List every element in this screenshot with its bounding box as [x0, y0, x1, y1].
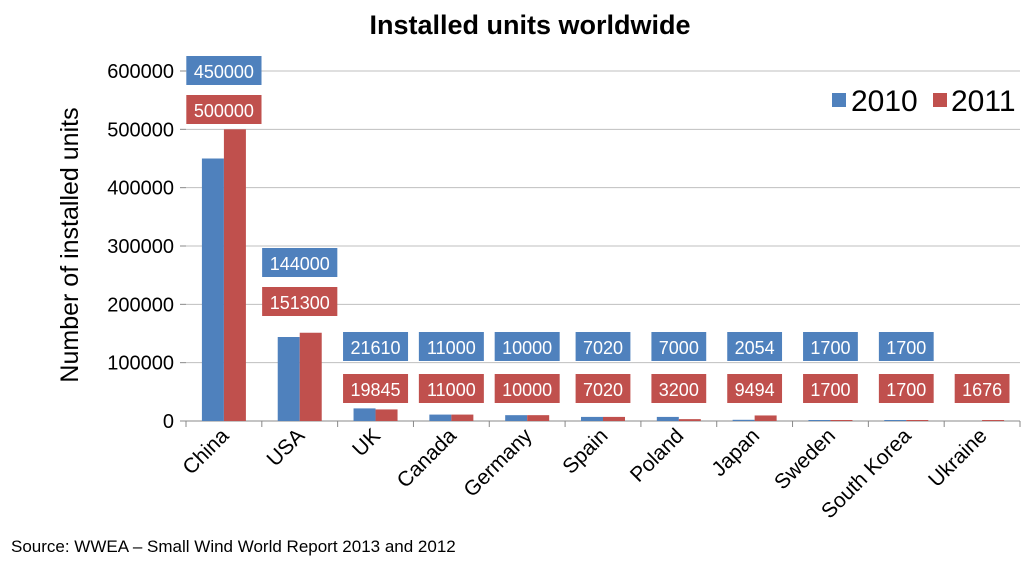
y-tick-label: 400000: [107, 178, 174, 200]
data-label: 144000: [270, 254, 330, 274]
y-axis-label: Number of installed units: [56, 107, 84, 382]
data-label-box: [727, 374, 783, 403]
x-tick-label: China: [178, 424, 233, 479]
data-label-box: [418, 332, 484, 361]
data-label-box: [727, 332, 783, 361]
data-label-box: [803, 374, 858, 403]
y-tick-label: 200000: [107, 294, 174, 316]
bar-2011-spain: [603, 416, 625, 421]
bar-2011-china: [223, 129, 246, 422]
legend-swatch: [832, 93, 846, 107]
data-label: 11000: [427, 380, 476, 400]
data-label: 7020: [583, 380, 623, 400]
bar-2010-germany: [505, 415, 528, 421]
bar-2011-sweden: [830, 420, 853, 421]
bar-2010-south-korea: [884, 420, 907, 421]
data-label: 1700: [886, 338, 926, 358]
bar-2010-poland: [656, 416, 679, 421]
data-label-box: [651, 332, 707, 361]
bar-2011-japan: [754, 415, 777, 421]
bar-2010-spain: [581, 416, 603, 421]
x-tick-label: USA: [262, 424, 309, 471]
data-label-box: [186, 95, 262, 124]
x-tick-label: Ukraine: [924, 424, 991, 491]
chart-title: Installed units worldwide: [369, 10, 690, 40]
y-tick-label: 500000: [107, 119, 174, 141]
data-label: 1700: [810, 380, 850, 400]
data-label-box: [803, 332, 858, 361]
bar-2010-canada: [429, 414, 452, 421]
data-label: 7000: [659, 338, 699, 358]
data-label: 500000: [194, 101, 254, 121]
x-tick-label: Germany: [459, 424, 537, 502]
data-label: 3200: [659, 380, 699, 400]
data-label-box: [343, 332, 409, 361]
data-label-box: [262, 248, 338, 277]
data-label: 1676: [962, 380, 1002, 400]
y-tick-labels: 0 100000 200000 300000 400000 500000 600000: [107, 61, 174, 433]
data-label: 1700: [886, 380, 926, 400]
bar-2011-usa: [299, 332, 322, 421]
data-label-box: [494, 374, 560, 403]
bars: [201, 129, 1005, 422]
bar-2010-sweden: [808, 420, 831, 421]
data-label: 151300: [270, 293, 330, 313]
data-label: 10000: [502, 338, 552, 358]
x-tick-label: Sweden: [770, 424, 840, 494]
bar-2010-japan: [732, 419, 755, 421]
x-tick-label: Japan: [707, 424, 764, 481]
x-tick-label: Canada: [393, 424, 462, 493]
source-note: Source: WWEA – Small Wind World Report 2…: [11, 537, 456, 556]
data-label: 450000: [194, 62, 254, 82]
bar-2011-canada: [451, 414, 474, 421]
bar-2011-germany: [527, 415, 550, 421]
legend-swatch: [933, 93, 947, 107]
bar-2011-ukraine: [982, 420, 1005, 421]
data-label-box: [575, 374, 631, 403]
x-tick-label: Spain: [558, 424, 612, 478]
data-label: 7020: [583, 338, 623, 358]
x-tick-label: UK: [348, 424, 385, 461]
bar-2011-poland: [678, 419, 701, 421]
bar-2010-china: [201, 158, 224, 421]
data-label-box: [418, 374, 484, 403]
legend-label: 2010: [851, 85, 918, 118]
bar-2010-usa: [277, 337, 300, 421]
data-label-box: [186, 56, 262, 85]
legend: 2010 2011: [832, 85, 1016, 118]
y-tick-label: 600000: [107, 61, 174, 83]
bar-2011-south-korea: [906, 420, 929, 421]
data-label-box: [575, 332, 631, 361]
data-label-box: [878, 332, 934, 361]
data-label: 2054: [735, 338, 775, 358]
y-tick-label: 100000: [107, 353, 174, 375]
data-label-box: [494, 332, 560, 361]
bar-2010-uk: [353, 408, 376, 421]
data-label: 10000: [502, 380, 552, 400]
data-label-box: [878, 374, 934, 403]
data-label: 11000: [427, 338, 476, 358]
data-label-box: [343, 374, 409, 403]
x-tick-label: Poland: [626, 424, 689, 487]
y-tick-label: 300000: [107, 236, 174, 258]
legend-label: 2011: [951, 85, 1016, 118]
data-label-box: [651, 374, 707, 403]
data-label: 9494: [735, 380, 775, 400]
data-label: 19845: [351, 380, 401, 400]
data-label-box: [262, 287, 338, 316]
y-tick-label: 0: [163, 411, 174, 433]
data-label: 1700: [810, 338, 850, 358]
bar-2011-uk: [375, 409, 398, 421]
data-labels: 450000 500000 144000 151300 21610 19845 11000 1…: [186, 56, 1010, 403]
data-label-box: [954, 374, 1010, 403]
data-label: 21610: [351, 338, 401, 358]
